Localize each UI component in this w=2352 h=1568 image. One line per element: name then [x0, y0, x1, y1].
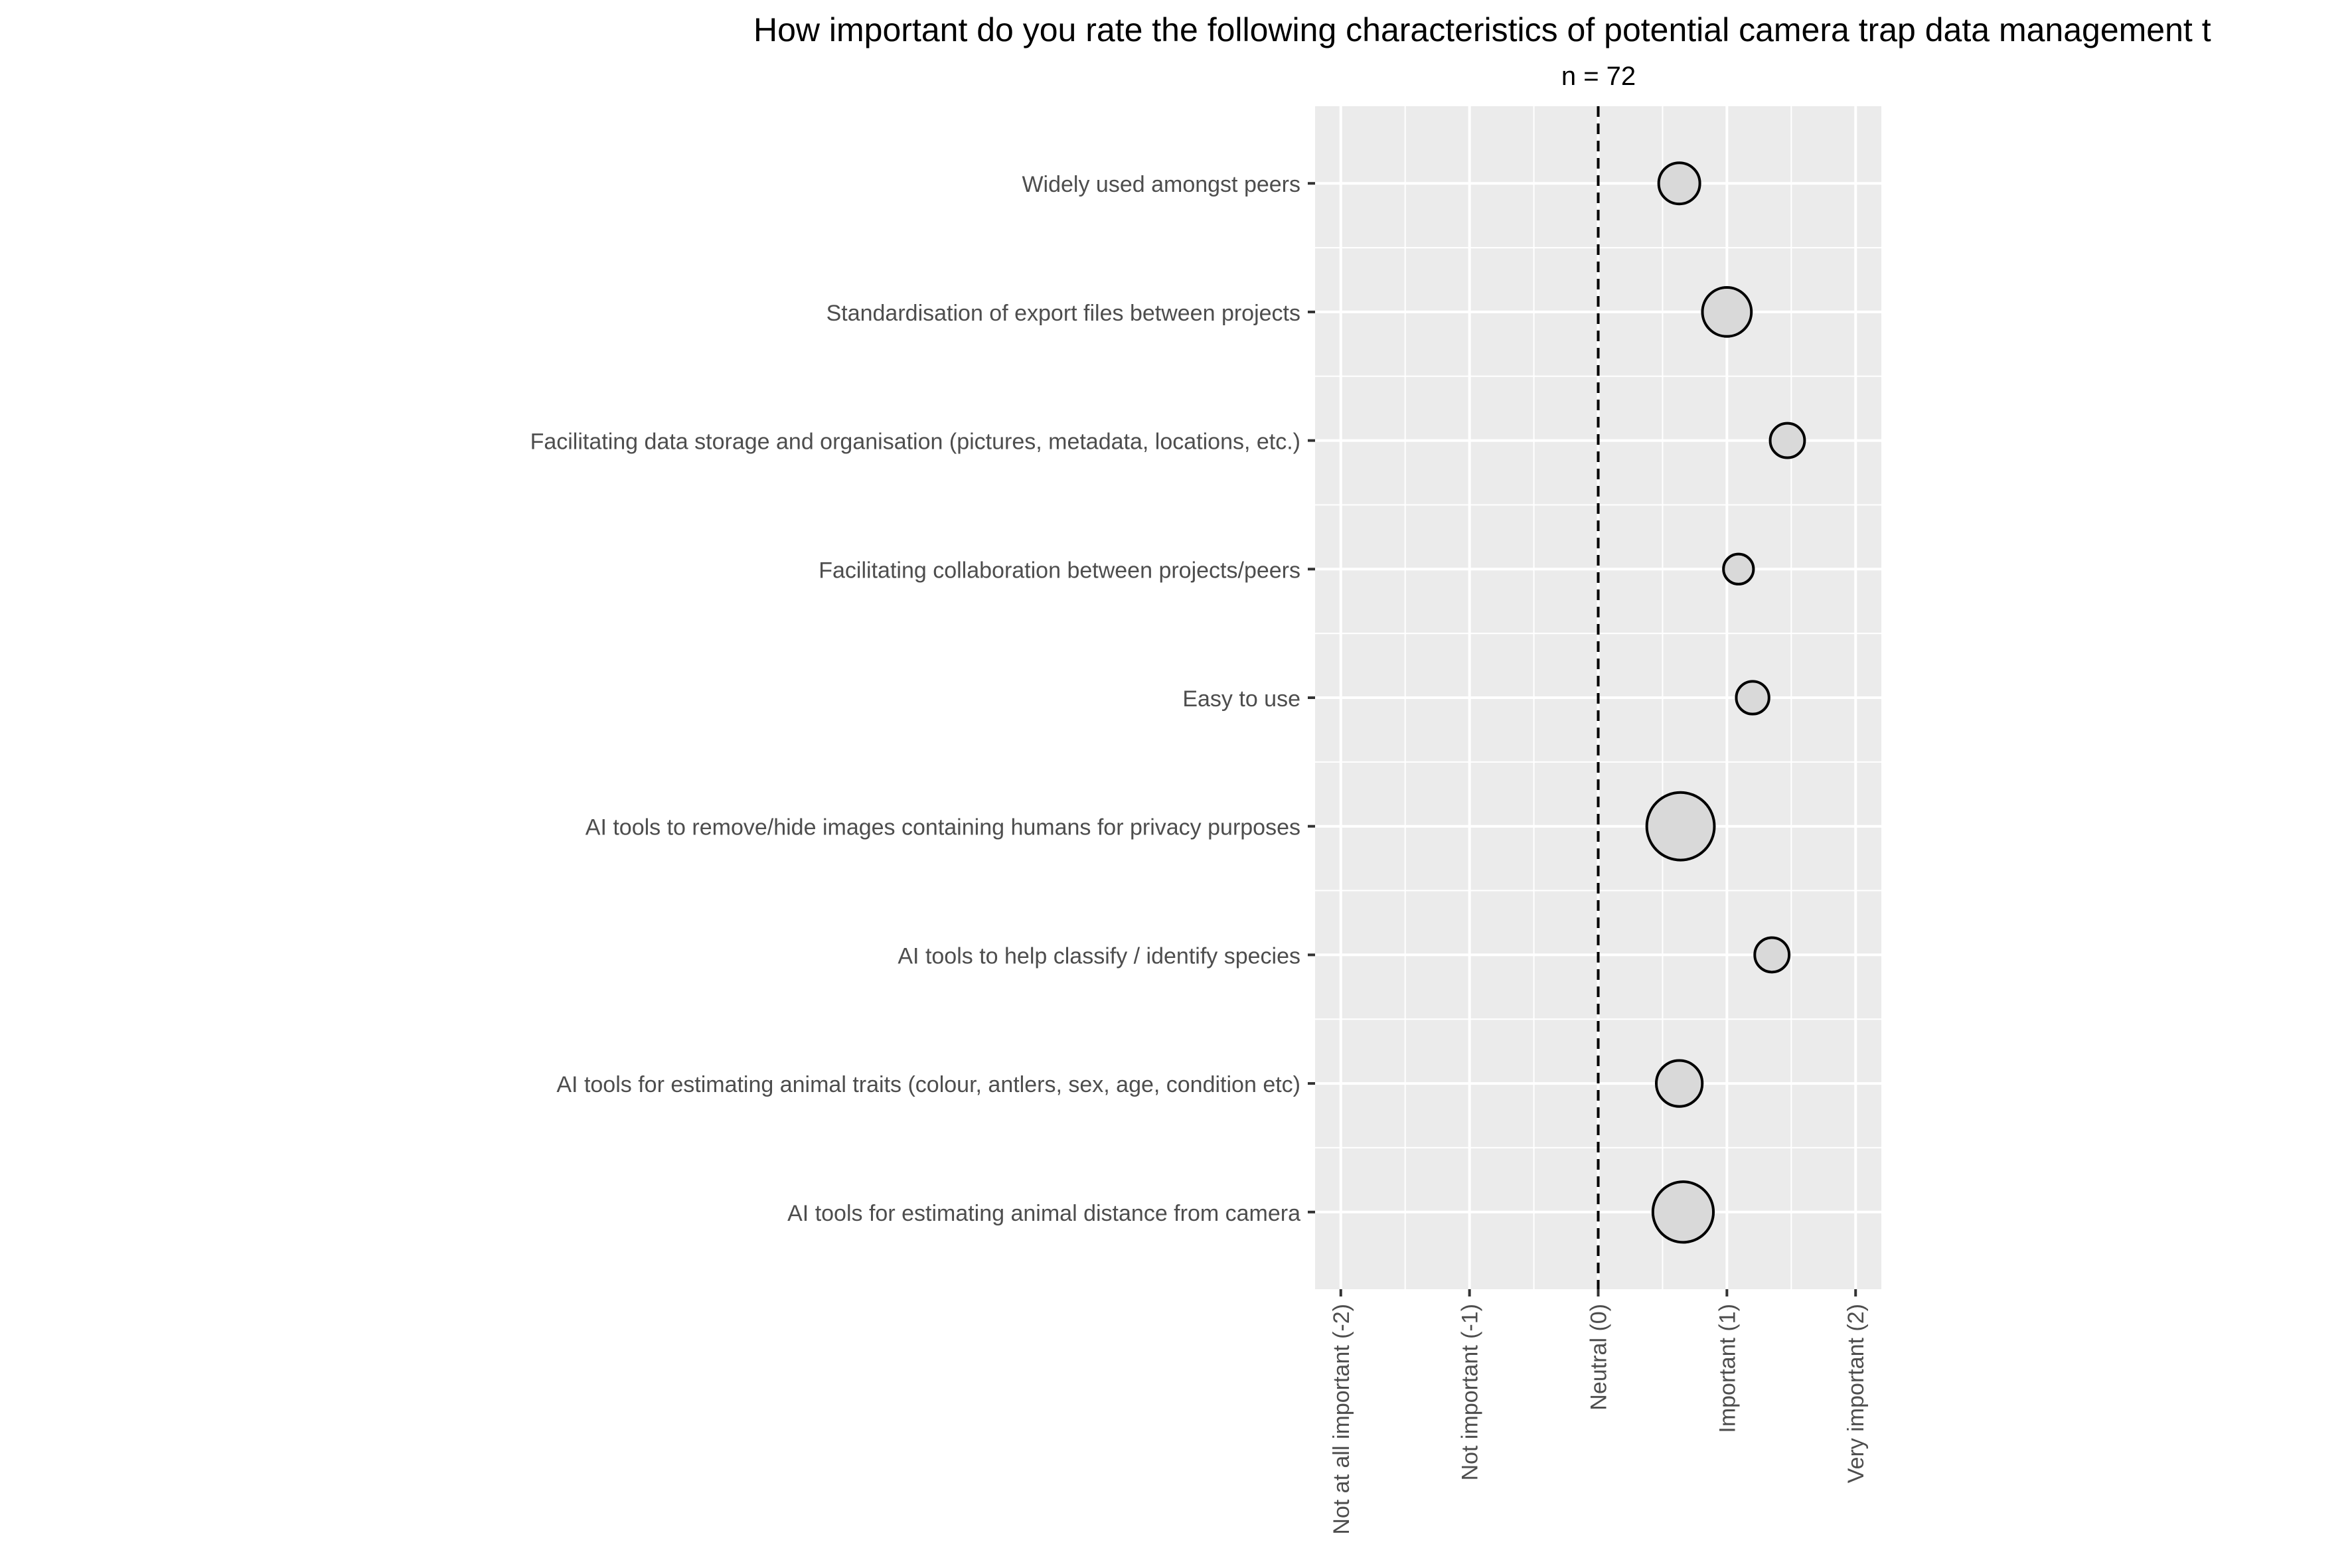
x-tick-label: Important (1) — [1715, 1304, 1740, 1433]
data-point — [1645, 791, 1716, 862]
y-tick-label: AI tools to remove/hide images containin… — [586, 815, 1300, 840]
data-point — [1753, 936, 1791, 974]
y-tick-label: Standardisation of export files between … — [826, 301, 1300, 326]
x-tick-label: Very important (2) — [1843, 1304, 1869, 1483]
y-tick-label: Easy to use — [1182, 686, 1300, 712]
data-point — [1701, 286, 1753, 338]
y-axis: Widely used amongst peers Standardisation… — [530, 172, 1315, 1226]
y-tick-label: Widely used amongst peers — [1022, 172, 1300, 197]
x-axis: Not at all important (-2) Not important (… — [1329, 1289, 1869, 1535]
chart-subtitle: n = 72 — [1561, 62, 1636, 91]
data-point — [1722, 552, 1755, 586]
data-point — [1735, 680, 1770, 716]
data-point — [1654, 1059, 1704, 1108]
x-tick-label: Not at all important (-2) — [1329, 1304, 1354, 1535]
data-point — [1768, 422, 1806, 459]
x-tick-label: Neutral (0) — [1587, 1304, 1612, 1411]
y-tick-label: AI tools to help classify / identify spe… — [898, 943, 1300, 969]
chart-title: How important do you rate the following … — [753, 11, 2211, 48]
data-points — [1645, 161, 1806, 1244]
y-tick-label: Facilitating collaboration between proje… — [819, 558, 1300, 583]
data-point — [1651, 1180, 1715, 1244]
data-point — [1657, 161, 1701, 206]
y-tick-label: AI tools for estimating animal traits (c… — [556, 1072, 1300, 1097]
y-tick-label: Facilitating data storage and organisati… — [530, 430, 1300, 455]
y-tick-label: AI tools for estimating animal distance … — [787, 1201, 1300, 1226]
x-tick-label: Not important (-1) — [1458, 1304, 1483, 1480]
